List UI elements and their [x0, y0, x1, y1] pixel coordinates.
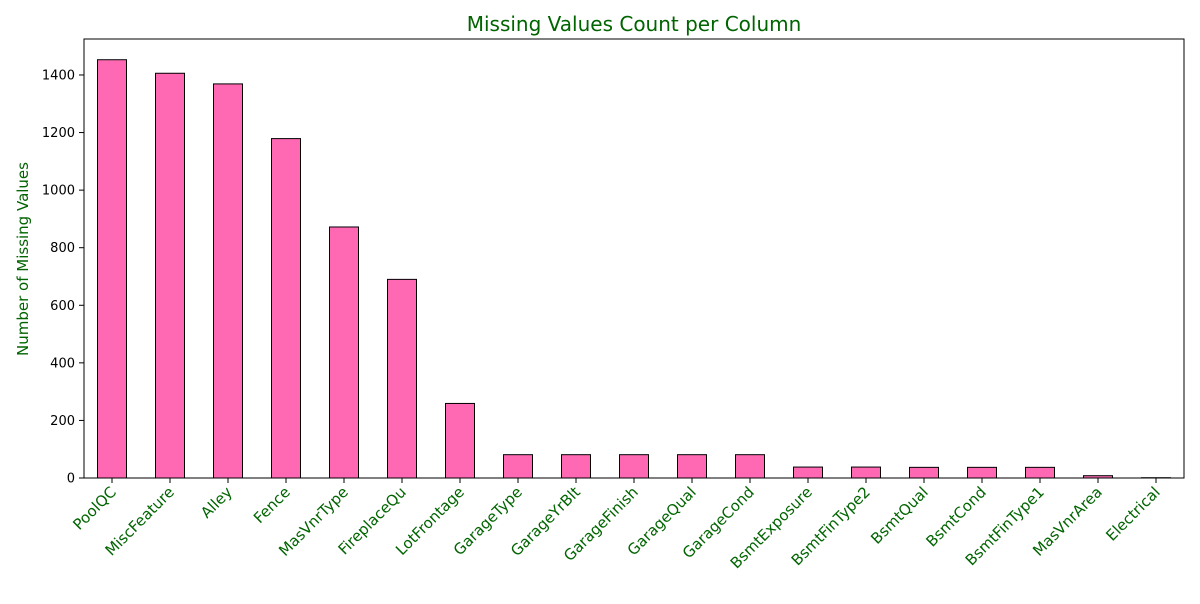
y-tick-label: 200 — [50, 414, 75, 429]
y-tick-label: 800 — [50, 241, 75, 256]
x-tick-label: Electrical — [1102, 483, 1163, 544]
y-tick-label: 0 — [67, 472, 75, 487]
y-axis-label: Number of Missing Values — [14, 162, 32, 356]
y-tick-label: 1000 — [42, 184, 75, 199]
bar — [98, 60, 127, 478]
x-tick-label: PoolQC — [69, 483, 119, 533]
y-tick-label: 600 — [50, 299, 75, 314]
bar — [504, 455, 533, 478]
y-axis: 0 200 400 600 800 1000 1200 1400 — [42, 68, 84, 486]
y-tick-label: 1400 — [42, 68, 75, 83]
bar — [214, 84, 243, 478]
chart-title: Missing Values Count per Column — [467, 12, 802, 36]
y-tick-label: 400 — [50, 356, 75, 371]
bar — [1026, 467, 1055, 478]
bar — [736, 455, 765, 478]
bar — [794, 467, 823, 478]
bar — [562, 455, 591, 478]
bar — [678, 455, 707, 478]
y-tick-label: 1200 — [42, 126, 75, 141]
bar — [620, 455, 649, 478]
plot-frame — [84, 39, 1184, 478]
bars-layer — [98, 60, 1171, 478]
bar — [910, 467, 939, 478]
x-tick-label: Fence — [250, 483, 294, 527]
bar — [388, 279, 417, 478]
bar — [156, 73, 185, 478]
bar — [272, 139, 301, 478]
bar — [446, 403, 475, 478]
x-tick-label: Alley — [197, 483, 236, 522]
bar — [968, 467, 997, 478]
bar — [330, 227, 359, 478]
bar — [852, 467, 881, 478]
